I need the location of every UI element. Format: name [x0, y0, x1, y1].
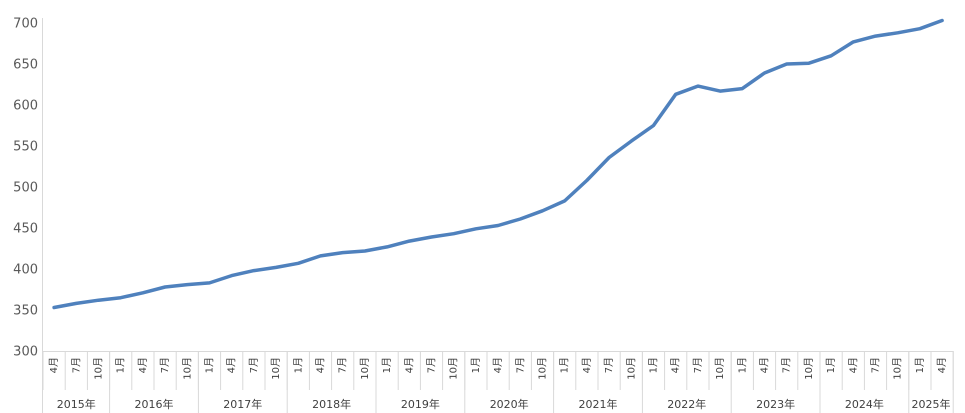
x-tick-label: 1月: [914, 357, 926, 373]
x-tick-label: 1月: [381, 357, 393, 373]
year-label: 2016年: [135, 397, 174, 411]
x-tick-label: 10月: [359, 357, 371, 380]
x-tick-label: 4月: [670, 357, 682, 373]
x-tick-label: 7月: [514, 357, 526, 373]
x-tick-label: 4月: [403, 357, 415, 373]
y-tick-label: 500: [13, 181, 38, 196]
x-tick-label: 4月: [936, 357, 948, 373]
y-tick-label: 300: [13, 345, 38, 360]
x-tick-label: 1月: [470, 357, 482, 373]
y-axis: 300 350 400 450 500 550 600 650 700: [13, 17, 43, 413]
y-tick-label: 650: [13, 58, 38, 73]
x-tick-label: 4月: [226, 357, 238, 373]
x-tick-label: 4月: [137, 357, 149, 373]
x-tick-label: 7月: [692, 357, 704, 373]
x-tick-label: 7月: [337, 357, 349, 373]
plot-area: [52, 18, 944, 310]
x-tick-label: 4月: [48, 357, 60, 373]
x-tick-label: 7月: [70, 357, 82, 373]
x-tick-label: 7月: [426, 357, 438, 373]
year-label: 2024年: [845, 397, 884, 411]
y-tick-label: 700: [13, 17, 38, 32]
x-tick-label: 1月: [825, 357, 837, 373]
x-tick-label: 4月: [581, 357, 593, 373]
x-tick-label: 1月: [648, 357, 660, 373]
y-tick-label: 600: [13, 99, 38, 114]
year-label: 2017年: [223, 397, 262, 411]
x-tick-label: 10月: [448, 357, 460, 380]
x-tick-label: 4月: [759, 357, 771, 373]
year-label: 2020年: [490, 397, 529, 411]
x-tick-label: 10月: [803, 357, 815, 380]
x-tick-label: 10月: [625, 357, 637, 380]
year-label: 2015年: [57, 397, 96, 411]
year-label: 2019年: [401, 397, 440, 411]
y-tick-label: 450: [13, 222, 38, 237]
x-tick-label: 1月: [204, 357, 216, 373]
x-axis: 4月 7月 10月 1月 4月 7月 10月 1月 4月 7月 10月 1月 4月 7月 10月 1月 4月 7月…: [42, 351, 954, 413]
year-label: 2025年: [912, 397, 951, 411]
x-tick-label: 10月: [270, 357, 282, 380]
y-tick-label: 400: [13, 263, 38, 278]
x-tick-label: 1月: [292, 357, 304, 373]
x-tick-label: 1月: [736, 357, 748, 373]
x-tick-label: 4月: [315, 357, 327, 373]
x-tick-label: 7月: [603, 357, 615, 373]
x-tick-label: 7月: [870, 357, 882, 373]
year-label: 2023年: [756, 397, 795, 411]
series-line: [52, 18, 944, 310]
x-tick-label: 10月: [181, 357, 193, 380]
x-tick-label: 4月: [847, 357, 859, 373]
x-tick-label: 10月: [93, 357, 105, 380]
x-tick-label: 1月: [115, 357, 127, 373]
x-tick-label: 7月: [248, 357, 260, 373]
year-label: 2021年: [579, 397, 618, 411]
year-label: 2018年: [312, 397, 351, 411]
x-tick-label: 1月: [559, 357, 571, 373]
x-tick-label: 10月: [537, 357, 549, 380]
x-tick-label: 7月: [781, 357, 793, 373]
y-tick-label: 350: [13, 304, 38, 319]
x-tick-label: 4月: [492, 357, 504, 373]
x-tick-label: 7月: [159, 357, 171, 373]
x-tick-label: 10月: [714, 357, 726, 380]
y-tick-label: 550: [13, 140, 38, 155]
year-label: 2022年: [667, 397, 706, 411]
x-tick-label: 10月: [892, 357, 904, 380]
